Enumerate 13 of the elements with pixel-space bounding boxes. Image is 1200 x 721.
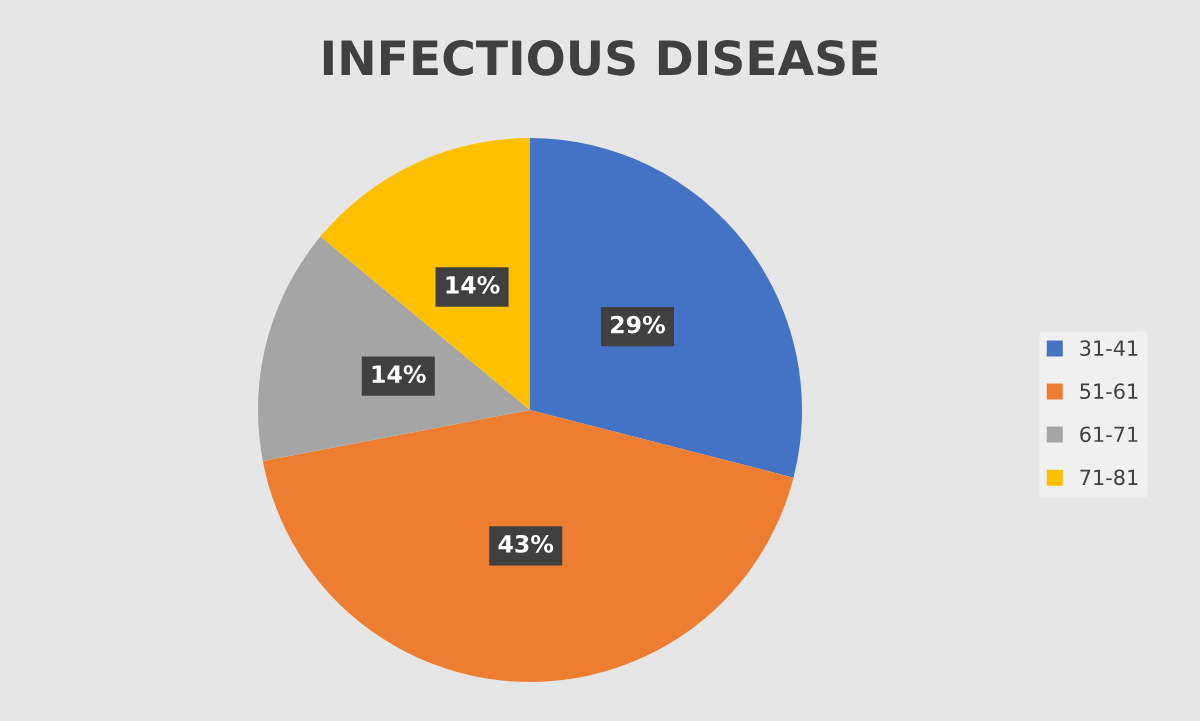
pie-slice xyxy=(262,410,794,682)
chart-title: INFECTIOUS DISEASE xyxy=(323,39,877,76)
data-label: 14% xyxy=(372,365,426,384)
pie-slice xyxy=(320,138,530,410)
data-label: 29% xyxy=(611,315,665,334)
legend-label: 61-71 xyxy=(1080,426,1138,443)
data-label: 43% xyxy=(498,534,554,553)
legend-label: 31-41 xyxy=(1080,340,1138,356)
legend-label: 71-81 xyxy=(1080,469,1138,486)
legend-label: 51-61 xyxy=(1080,383,1138,400)
data-label: 14% xyxy=(446,275,500,294)
pie-slice xyxy=(258,236,530,461)
pie-slice xyxy=(530,138,802,478)
